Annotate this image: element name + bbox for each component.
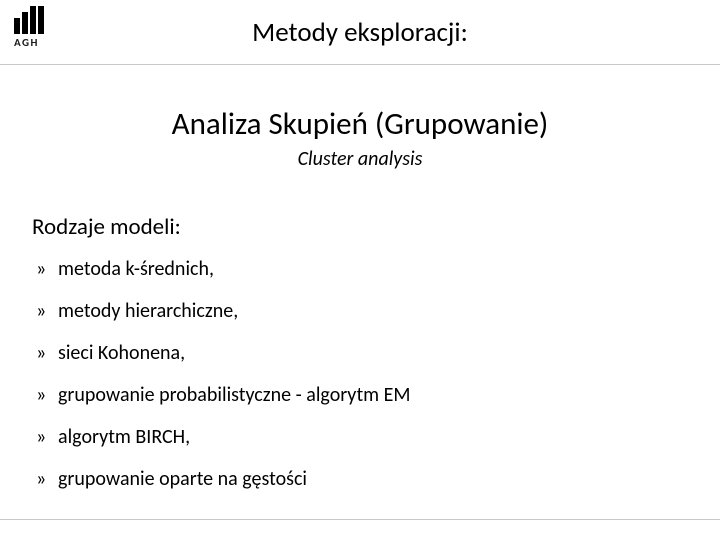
list-item: metody hierarchiczne, — [36, 299, 720, 323]
bullet-list: metoda k-średnich, metody hierarchiczne,… — [36, 257, 720, 491]
section-label: Rodzaje modeli: — [32, 213, 720, 241]
slide-title: Metody eksploracji: — [0, 16, 720, 49]
list-item: grupowanie oparte na gęstości — [36, 467, 720, 491]
list-item: sieci Kohonena, — [36, 341, 720, 365]
header: AGH Metody eksploracji: — [0, 0, 720, 65]
footer-divider — [0, 519, 720, 520]
main-heading: Analiza Skupień (Grupowanie) — [0, 105, 720, 143]
sub-heading: Cluster analysis — [0, 147, 720, 171]
list-item: grupowanie probabilistyczne - algorytm E… — [36, 383, 720, 407]
list-item: metoda k-średnich, — [36, 257, 720, 281]
list-item: algorytm BIRCH, — [36, 425, 720, 449]
